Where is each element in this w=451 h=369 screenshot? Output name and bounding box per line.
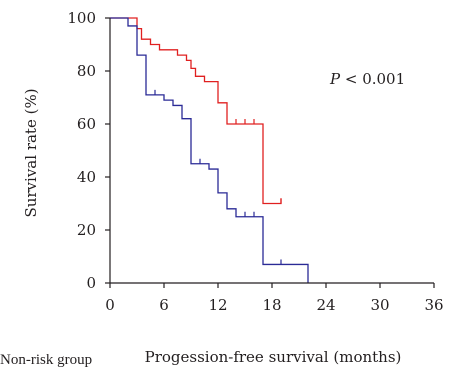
y-tick-label: 20 <box>77 221 96 239</box>
x-tick-label: 0 <box>105 296 115 314</box>
plot-area <box>110 17 309 283</box>
y-tick-label: 40 <box>77 168 96 186</box>
survival-curve-2 <box>110 17 309 283</box>
y-tick-label: 100 <box>67 9 96 27</box>
y-tick-label: 60 <box>77 115 96 133</box>
x-tick-label: 12 <box>208 296 227 314</box>
y-tick-label: 0 <box>86 274 96 292</box>
footer-text: Non-risk group <box>0 352 93 368</box>
x-axis-label: Progession-free survival (months) <box>145 348 402 366</box>
survival-curve-1 <box>110 17 282 205</box>
x-tick-label: 6 <box>159 296 169 314</box>
x-tick-label: 36 <box>424 296 443 314</box>
x-tick-label: 24 <box>316 296 335 314</box>
p-value-annotation: P < 0.001 <box>329 70 405 88</box>
x-tick-label: 18 <box>262 296 281 314</box>
axes: 0 6 12 18 24 30 36 0 20 40 60 80 100 <box>67 9 443 314</box>
x-tick-label: 30 <box>370 296 389 314</box>
y-tick-label: 80 <box>77 62 96 80</box>
y-axis-label: Survival rate (%) <box>22 88 40 217</box>
